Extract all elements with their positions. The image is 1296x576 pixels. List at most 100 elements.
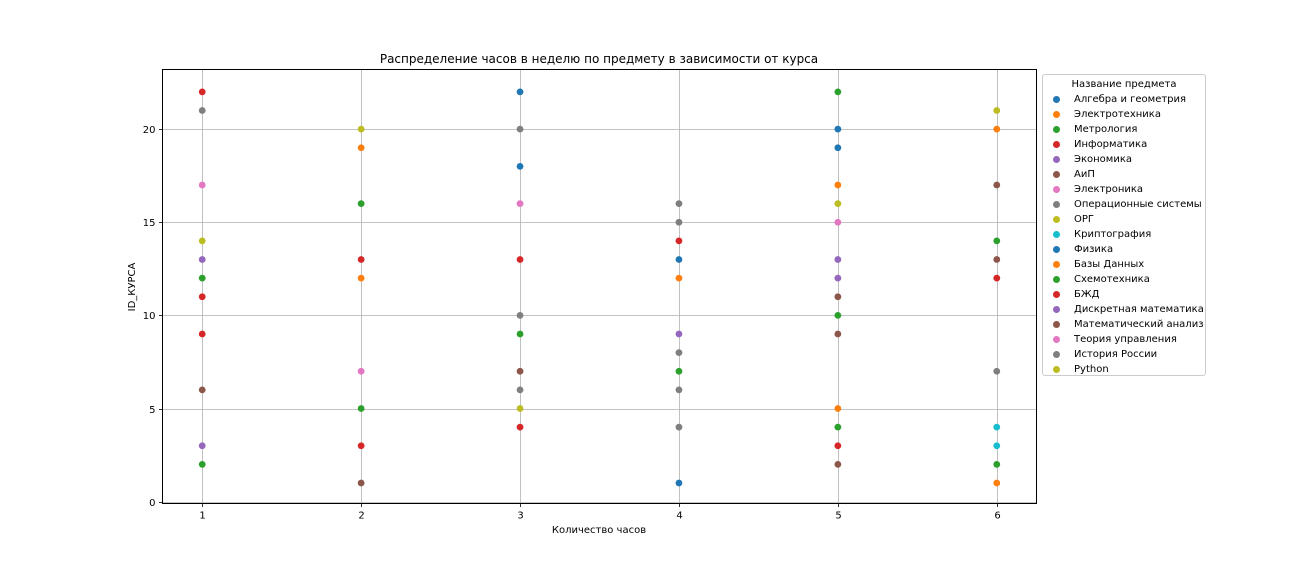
data-point (516, 367, 524, 375)
data-point (675, 218, 683, 226)
data-point (516, 256, 524, 263)
data-point (993, 274, 1001, 282)
legend-label: Электротехника (1074, 109, 1161, 120)
data-point (357, 125, 365, 133)
data-point (834, 405, 842, 412)
legend-title: Название предмета (1071, 79, 1177, 90)
data-point (516, 88, 524, 96)
legend-item: Базы Данных (1043, 257, 1205, 272)
legend-marker (1053, 96, 1060, 103)
y-tick-label: 0 (149, 498, 155, 509)
legend-label: Экономика (1074, 154, 1133, 165)
legend-item: Дискретная математика (1043, 302, 1205, 317)
data-point (834, 88, 842, 96)
legend-label: АиП (1074, 169, 1095, 180)
legend-marker (1053, 306, 1060, 313)
data-point (675, 256, 683, 263)
data-point (516, 423, 524, 431)
legend-item: Физика (1043, 242, 1205, 257)
series-group (516, 218, 1001, 431)
legend-marker (1053, 246, 1060, 253)
data-point (993, 125, 1001, 133)
series-group (198, 181, 842, 226)
legend-label: Python (1074, 364, 1109, 375)
series-group (516, 88, 842, 133)
legend-item: Информатика (1043, 137, 1205, 152)
legend-label: Алгебра и геометрия (1074, 94, 1187, 105)
axis-ticks: 1 2 3 4 5 6 0 5 10 15 20 (143, 125, 1001, 522)
data-point (993, 367, 1001, 375)
data-point (834, 256, 842, 263)
y-tick-label: 20 (143, 125, 156, 136)
x-tick-label: 3 (517, 511, 523, 522)
data-point (993, 479, 1001, 487)
data-point (516, 200, 524, 208)
data-point (357, 256, 365, 263)
y-tick-label: 5 (149, 405, 155, 416)
data-point (993, 237, 1001, 245)
data-point (516, 125, 524, 133)
data-point (516, 162, 524, 170)
series-group (198, 107, 683, 208)
x-tick-label: 4 (676, 511, 682, 522)
legend-item: Операционные системы (1043, 197, 1205, 212)
legend-item: БЖД (1043, 287, 1205, 302)
legend-item: Теория управления (1043, 332, 1205, 347)
legend-label: Базы Данных (1074, 259, 1145, 270)
data-point (834, 460, 842, 468)
grid-lines (162, 69, 1037, 504)
data-point (198, 181, 206, 189)
legend-marker (1053, 351, 1060, 358)
data-point (198, 460, 206, 468)
data-point (516, 311, 524, 319)
data-point (834, 125, 842, 133)
legend-item: Криптография (1043, 227, 1205, 242)
legend-marker (1053, 126, 1060, 133)
legend-label: БЖД (1074, 289, 1100, 300)
data-point (993, 181, 1001, 189)
legend-label: Электроника (1074, 184, 1144, 195)
data-point (834, 423, 842, 431)
series-group (993, 423, 1001, 450)
data-point (993, 460, 1001, 468)
data-point (198, 88, 206, 96)
series-group (198, 256, 842, 450)
legend-label: Теория управления (1074, 334, 1177, 345)
data-point (834, 144, 842, 152)
legend-marker (1053, 216, 1060, 223)
series-group (198, 125, 842, 245)
x-tick-label: 1 (199, 511, 205, 522)
series-group (198, 256, 1001, 450)
series-group (198, 237, 1001, 468)
data-point (357, 442, 365, 450)
y-tick-label: 10 (143, 311, 156, 322)
data-point (357, 200, 365, 208)
series-group (516, 144, 842, 487)
data-point (357, 144, 365, 152)
legend-marker (1053, 156, 1060, 163)
legend-marker (1053, 186, 1060, 193)
series-group (357, 88, 842, 208)
data-point (198, 274, 206, 282)
series-group (516, 107, 1001, 412)
legend-label: Метрология (1074, 124, 1138, 135)
legend-label: Математический анализ (1074, 319, 1204, 330)
legend-item: История России (1043, 347, 1205, 362)
legend-item: Схемотехника (1043, 272, 1205, 287)
data-point (198, 386, 206, 394)
chart-title: Распределение часов в неделю по предмету… (380, 52, 818, 66)
data-point (675, 330, 683, 338)
x-tick-label: 2 (358, 511, 364, 522)
legend-label: Криптография (1074, 229, 1152, 240)
data-point (675, 200, 683, 208)
series-group (357, 125, 1001, 189)
data-point (993, 107, 1001, 114)
legend-items: Алгебра и геометрия Электротехника Метроло… (1043, 92, 1205, 377)
data-point (675, 386, 683, 394)
y-tick-label: 15 (143, 218, 156, 229)
legend-marker (1053, 141, 1060, 148)
legend-label: Информатика (1074, 139, 1148, 150)
legend-item: Математический анализ (1043, 317, 1205, 332)
legend-marker (1053, 261, 1060, 268)
legend-item: Метрология (1043, 122, 1205, 137)
